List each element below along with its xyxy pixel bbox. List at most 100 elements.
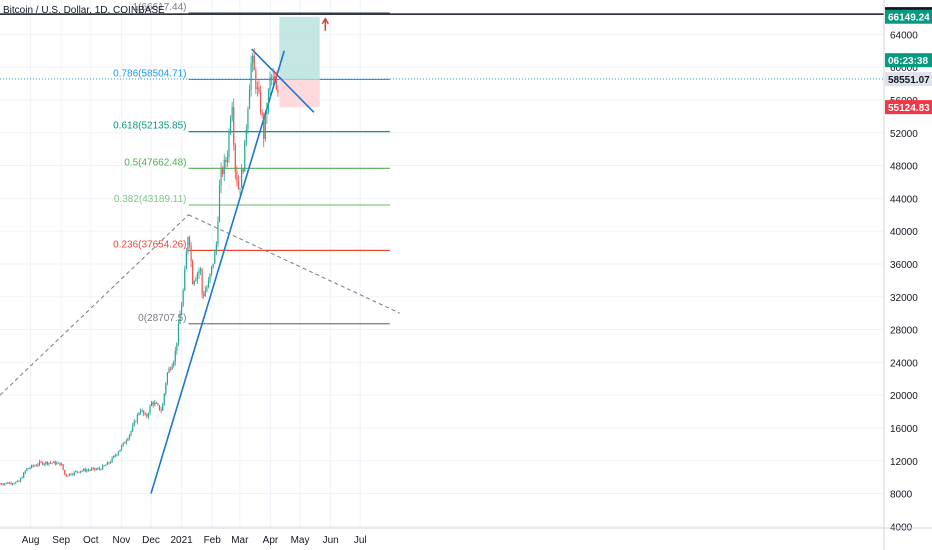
candle-body: [97, 468, 99, 470]
candle-body: [165, 383, 167, 394]
candle-body: [116, 454, 118, 456]
candle-body: [151, 402, 153, 406]
candle-body: [226, 157, 229, 163]
candle-body: [29, 467, 31, 469]
candle-body: [108, 462, 110, 464]
candle-body: [90, 468, 93, 471]
candle-body: [277, 89, 279, 94]
stop-price-badge: 55124.83: [888, 103, 930, 114]
candle-body: [109, 462, 112, 464]
candle-body: [252, 55, 254, 64]
candle-body: [242, 169, 244, 172]
candle-body: [4, 483, 6, 485]
candle-body: [247, 108, 249, 130]
candle-body: [264, 114, 266, 139]
trendline: [251, 48, 315, 113]
candle-body: [237, 181, 240, 190]
candle-body: [231, 107, 233, 120]
candle-body: [185, 252, 187, 270]
candle-body: [64, 469, 66, 475]
candle-body: [198, 270, 200, 274]
time-tick-label: 2021: [170, 535, 193, 546]
candle-body: [73, 471, 75, 475]
candle-body: [132, 425, 134, 432]
candle-body: [23, 472, 25, 478]
candle-body: [209, 273, 211, 281]
time-tick-label: Jul: [354, 535, 367, 546]
fib-level-label: 0.382(43189.11): [114, 194, 187, 205]
candle-body: [212, 263, 214, 267]
fib-level-label: 0.786(58504.71): [113, 68, 186, 79]
candle-body: [196, 273, 198, 279]
candle-body: [26, 468, 28, 471]
candle-body: [215, 244, 217, 252]
candle-body: [245, 129, 247, 141]
candle-body: [157, 403, 159, 406]
candle-body: [98, 468, 101, 470]
candle-body: [0, 483, 1, 485]
candle-body: [135, 421, 137, 423]
candle-body: [12, 483, 14, 485]
candle-body: [258, 87, 260, 92]
candle-body: [0, 483, 3, 485]
candle-body: [182, 290, 184, 306]
candle-body: [220, 168, 222, 186]
candle-body: [27, 468, 30, 470]
candle-body: [42, 462, 44, 465]
candle-body: [2, 484, 4, 486]
candle-body: [18, 480, 20, 482]
candle-body: [24, 470, 26, 473]
candle-body: [67, 475, 69, 477]
candle-body: [100, 469, 102, 471]
candle-body: [79, 471, 82, 473]
price-tick-label: 16000: [890, 424, 918, 435]
candle-body: [267, 89, 270, 111]
candle-body: [261, 112, 263, 116]
candle-body: [120, 445, 123, 450]
candle-body: [127, 438, 129, 441]
candle-body: [222, 168, 224, 174]
candle-body: [35, 465, 37, 467]
price-tick-label: 32000: [890, 293, 918, 304]
candle-body: [72, 474, 74, 476]
candle-body: [275, 81, 277, 90]
time-tick-label: Jun: [323, 535, 339, 546]
price-tick-label: 44000: [890, 194, 918, 205]
countdown-badge-bg: [885, 53, 932, 68]
candle-body: [60, 464, 63, 466]
candle-body: [241, 169, 243, 189]
candle-body: [15, 481, 17, 484]
candle-body: [76, 471, 78, 473]
candle-body: [259, 91, 262, 113]
candle-body: [141, 410, 143, 412]
candle-body: [155, 402, 157, 404]
candle-body: [49, 462, 52, 464]
time-axis[interactable]: Aug Sep Oct Nov Dec 2021 Feb Mar Apr May Jun Jul: [0, 527, 932, 546]
candle-body: [255, 70, 257, 89]
time-tick-label: Sep: [52, 535, 70, 546]
candle-body: [138, 413, 140, 415]
candle-body: [89, 470, 91, 472]
candle-body: [146, 414, 148, 417]
candle-body: [62, 464, 64, 470]
candle-body: [272, 76, 274, 78]
candle-body: [244, 140, 246, 172]
candle-body: [228, 131, 230, 158]
candle-body: [94, 467, 96, 470]
price-tick-label: 24000: [890, 358, 918, 369]
candle-body: [248, 89, 251, 109]
candle-body: [95, 469, 97, 471]
candle-body: [19, 478, 22, 482]
candle-body: [233, 107, 235, 146]
position-layer: [279, 16, 329, 108]
candle-body: [38, 461, 41, 465]
candle-body: [174, 350, 176, 362]
candle-body: [102, 465, 104, 470]
candle-body: [139, 411, 142, 414]
candle-body: [40, 461, 42, 463]
candle-body: [218, 185, 221, 222]
candle-body: [105, 464, 107, 466]
candle-body: [30, 465, 33, 468]
candle-body: [21, 477, 23, 479]
